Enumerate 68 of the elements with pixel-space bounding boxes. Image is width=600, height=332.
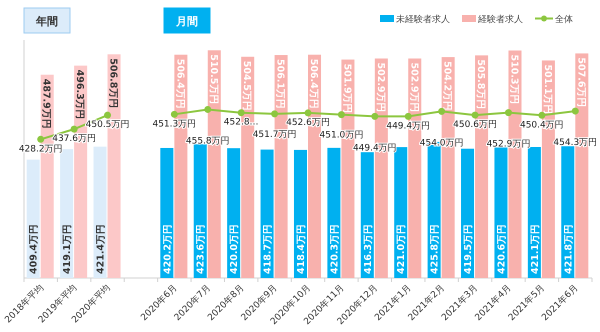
data-label: 504.5万円 (241, 60, 252, 111)
point (271, 110, 278, 118)
text: 月間 (175, 15, 198, 28)
data-label: 409.4万円 (28, 224, 40, 274)
data-label: 454.0万円 (420, 138, 464, 148)
data-label: 419.5万円 (463, 224, 474, 274)
point (371, 112, 378, 120)
data-label: 418.7万円 (262, 224, 274, 274)
point (404, 112, 412, 120)
point (238, 109, 245, 116)
data-label: 451.7万円 (252, 130, 296, 140)
data-label: 420.2万円 (162, 224, 174, 274)
data-label: 449.4万円 (352, 143, 397, 154)
data-label: 450.4万円 (520, 120, 564, 130)
point (37, 136, 44, 143)
data-label: 501.9万円 (341, 64, 352, 114)
data-label: 455.8万円 (186, 136, 230, 146)
data-label: 452.9万円 (486, 140, 530, 150)
data-label: 507.6万円 (575, 57, 586, 108)
point (70, 126, 78, 133)
data-label: 510.3万円 (508, 54, 520, 105)
point (304, 109, 312, 116)
legend-label: 全体 (555, 14, 573, 25)
point (472, 112, 479, 119)
data-label: 420.3万円 (329, 224, 340, 274)
data-label: 502.9万円 (374, 62, 386, 113)
data-label: 419.1万円 (62, 224, 74, 274)
data-label: 510.5万円 (208, 54, 219, 104)
data-label: 452.6万円 (286, 118, 330, 128)
text: 年間 (35, 15, 58, 28)
data-label: 450.5万円 (86, 120, 130, 130)
data-label: 506.1万円 (274, 59, 286, 110)
point (338, 111, 345, 118)
data-label: 423.6万円 (196, 224, 207, 274)
point (104, 112, 112, 119)
data-label: 454.3万円 (553, 138, 598, 148)
data-label: 496.3万円 (74, 70, 86, 120)
data-label: 506.4万円 (308, 58, 320, 109)
legend-label: 経験者求人 (477, 14, 523, 25)
data-label: 449.4万円 (386, 121, 430, 132)
data-label: 451.3万円 (152, 119, 196, 130)
point (572, 108, 579, 115)
data-label: 418.4万円 (296, 224, 307, 274)
data-label: 421.1万円 (530, 224, 541, 274)
data-label: 450.6万円 (453, 120, 497, 130)
point (504, 109, 512, 116)
data-label: 416.3万円 (362, 224, 374, 274)
data-label: 506.4万円 (174, 58, 186, 109)
data-label: 506.8万円 (108, 58, 119, 108)
data-label: 421.0万円 (396, 224, 408, 274)
point (170, 110, 178, 118)
point (204, 106, 212, 113)
data-label: 451.0万円 (320, 130, 364, 141)
data-label: 437.6万円 (52, 134, 96, 144)
data-label: 487.9万円 (40, 78, 52, 129)
data-label: 504.2万円 (442, 61, 453, 112)
data-label: 502.9万円 (408, 62, 420, 113)
data-label: 428.2万円 (18, 144, 63, 154)
data-label: 421.8万円 (563, 224, 574, 274)
legend-label: 未経験者求人 (396, 14, 450, 25)
data-label: 420.0万円 (229, 224, 240, 274)
data-label: 501.1万円 (542, 64, 553, 115)
data-label: 420.6万円 (496, 224, 508, 274)
data-label: 421.4万円 (96, 224, 107, 274)
data-label: 452.8… (224, 118, 259, 128)
data-label: 425.8万円 (430, 224, 441, 274)
point (538, 112, 546, 119)
data-label: 505.8万円 (475, 59, 486, 110)
